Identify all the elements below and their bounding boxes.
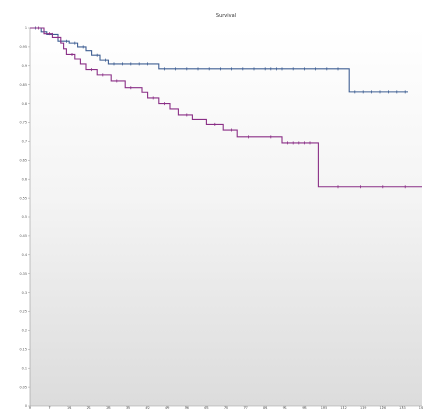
y-tick-label: 0.75 [19,121,27,125]
y-tick-label: 0.3 [22,291,27,295]
x-tick-label: 126 [380,406,386,410]
x-tick-label: 98 [302,406,306,410]
y-tick-label: 0.8 [22,102,27,106]
x-tick-label: 14 [67,406,71,410]
x-tick-label: 7 [49,406,51,410]
x-tick-label: 105 [321,406,327,410]
y-tick-label: 0.5 [22,215,27,219]
x-tick-label: 84 [263,406,267,410]
x-tick-label: 28 [106,406,110,410]
y-tick-label: 0.4 [22,253,27,257]
y-tick-label: 0.6 [22,177,27,181]
x-tick-label: 112 [340,406,346,410]
survival-curves [30,26,422,189]
x-tick-label: 91 [283,406,287,410]
x-tick-label: 56 [185,406,189,410]
x-tick-label: 21 [87,406,91,410]
y-tick-label: 0.1 [22,366,27,370]
x-tick-label: 35 [126,406,130,410]
series-2-line [30,27,422,188]
y-tick-label: 0.55 [19,196,27,200]
y-tick-label: 0.2 [22,329,27,333]
y-tick-label: 0.45 [19,234,27,238]
x-tick-label: 77 [243,406,247,410]
plot-background [30,28,422,406]
x-tick-label: 42 [145,406,149,410]
y-tick-label: 0.65 [19,159,27,163]
series-2 [30,26,422,189]
x-tick-label: 63 [204,406,208,410]
y-tick-label: 0.7 [22,140,27,144]
x-tick-label: 133 [399,406,405,410]
y-tick-label: 0.15 [19,348,27,352]
y-tick-label: 0.9 [22,64,27,68]
y-tick-label: 1 [25,26,27,30]
y-tick-label: 0.35 [19,272,27,276]
y-tick-label: 0 [25,404,27,408]
y-tick-label: 0.05 [19,385,27,389]
y-tick-label: 0.25 [19,310,27,314]
x-tick-label: 140 [419,406,423,410]
x-tick-label: 0 [29,406,31,410]
x-tick-label: 119 [360,406,366,410]
x-tick-label: 70 [224,406,228,410]
y-tick-label: 0.85 [19,83,27,87]
x-tick-label: 49 [165,406,169,410]
axis-ticks: 0 0.05 0.1 0.15 0.2 0.25 0.3 0.35 0.4 0.45 0.5 0.55… [19,26,423,410]
chart-title: Survival [216,13,236,19]
y-tick-label: 0.95 [19,45,27,49]
